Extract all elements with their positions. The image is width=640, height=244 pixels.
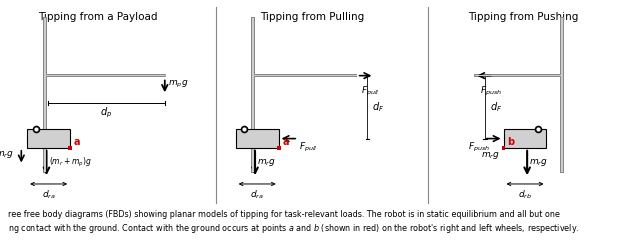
Bar [253, 74, 356, 77]
Bar [45, 75, 166, 76]
Text: $m_r g$: $m_r g$ [529, 157, 548, 168]
Bar [502, 146, 506, 150]
Text: Tipping from Pushing: Tipping from Pushing [468, 12, 578, 22]
Bar [44, 18, 45, 172]
Text: $F_{pull}$: $F_{pull}$ [361, 84, 380, 98]
Bar [561, 18, 563, 172]
Text: $d_F$: $d_F$ [372, 100, 385, 114]
Text: $d_{ra}$: $d_{ra}$ [42, 189, 56, 201]
Text: $F_{push}$: $F_{push}$ [480, 84, 502, 98]
Text: $d_{rb}$: $d_{rb}$ [518, 189, 532, 201]
Text: $d_{ra}$: $d_{ra}$ [250, 189, 264, 201]
Bar [236, 129, 278, 148]
Text: $(m_r + m_p) g$: $(m_r + m_p) g$ [49, 156, 92, 169]
Text: $d_F$: $d_F$ [490, 100, 502, 114]
Text: $F_{push}$: $F_{push}$ [468, 141, 490, 154]
Text: $d_p$: $d_p$ [100, 106, 112, 120]
Text: b: b [507, 137, 514, 147]
Bar [45, 74, 166, 77]
Bar [276, 146, 280, 150]
Text: Tipping from a Payload: Tipping from a Payload [38, 12, 157, 22]
Text: $m_r g$: $m_r g$ [0, 149, 13, 160]
Bar [43, 17, 47, 173]
Text: $F_{pull}$: $F_{pull}$ [299, 141, 318, 154]
Text: a: a [74, 137, 80, 147]
Bar [474, 74, 562, 77]
Bar [251, 17, 255, 173]
Bar [252, 18, 254, 172]
Text: $m_r g$: $m_r g$ [481, 150, 500, 161]
Text: ree free body diagrams (FBDs) showing planar models of tipping for task-relevant: ree free body diagrams (FBDs) showing pl… [8, 210, 579, 235]
Bar [476, 75, 562, 76]
Text: Tipping from Pulling: Tipping from Pulling [260, 12, 364, 22]
Bar [560, 17, 564, 173]
Text: a: a [282, 137, 289, 147]
Bar [504, 129, 547, 148]
Text: $m_r g$: $m_r g$ [257, 157, 276, 168]
Text: $m_p g$: $m_p g$ [168, 79, 188, 90]
Bar [68, 146, 72, 150]
Bar [254, 75, 356, 76]
Bar [27, 129, 70, 148]
